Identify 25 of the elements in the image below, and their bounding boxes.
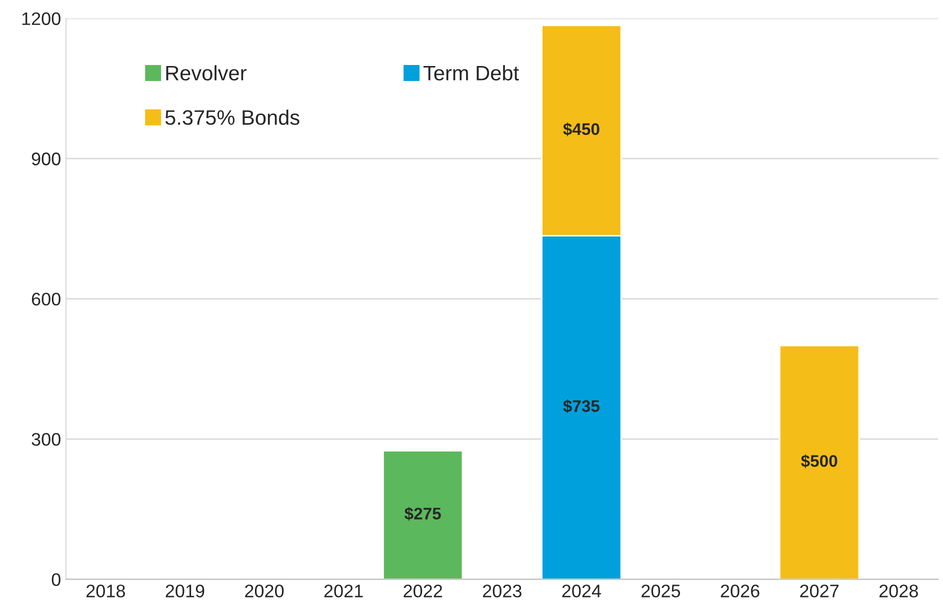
bar bbox=[382, 450, 464, 580]
data-label: $450 bbox=[563, 122, 600, 136]
x-tick-label: 2028 bbox=[879, 584, 918, 598]
legend-label: Revolver bbox=[166, 65, 246, 80]
legend-label: 5.375% Bonds bbox=[165, 110, 300, 125]
x-tick-label: 2023 bbox=[482, 584, 522, 598]
data-label: $735 bbox=[563, 399, 600, 414]
x-tick-label: 2026 bbox=[720, 584, 760, 598]
x-tick-label: 2022 bbox=[404, 584, 442, 598]
x-tick-label: 2018 bbox=[86, 584, 125, 598]
y-tick-label: 1200 bbox=[22, 12, 60, 26]
bar bbox=[778, 344, 860, 580]
y-tick-label: 300 bbox=[32, 432, 60, 446]
legend-label: Term Debt bbox=[423, 65, 519, 80]
x-tick-label: 2019 bbox=[166, 584, 204, 598]
x-tick-label: 2025 bbox=[642, 584, 680, 598]
x-tick-label: 2024 bbox=[562, 584, 601, 598]
y-tick-label: 0 bbox=[52, 573, 60, 586]
x-tick-label: 2021 bbox=[324, 584, 363, 598]
data-label: $275 bbox=[404, 506, 441, 521]
data-label: $500 bbox=[801, 454, 838, 468]
y-tick-label: 900 bbox=[32, 152, 60, 166]
x-tick-label: 2027 bbox=[800, 584, 839, 598]
y-tick-label: 600 bbox=[32, 292, 60, 306]
x-tick-label: 2020 bbox=[245, 584, 284, 598]
